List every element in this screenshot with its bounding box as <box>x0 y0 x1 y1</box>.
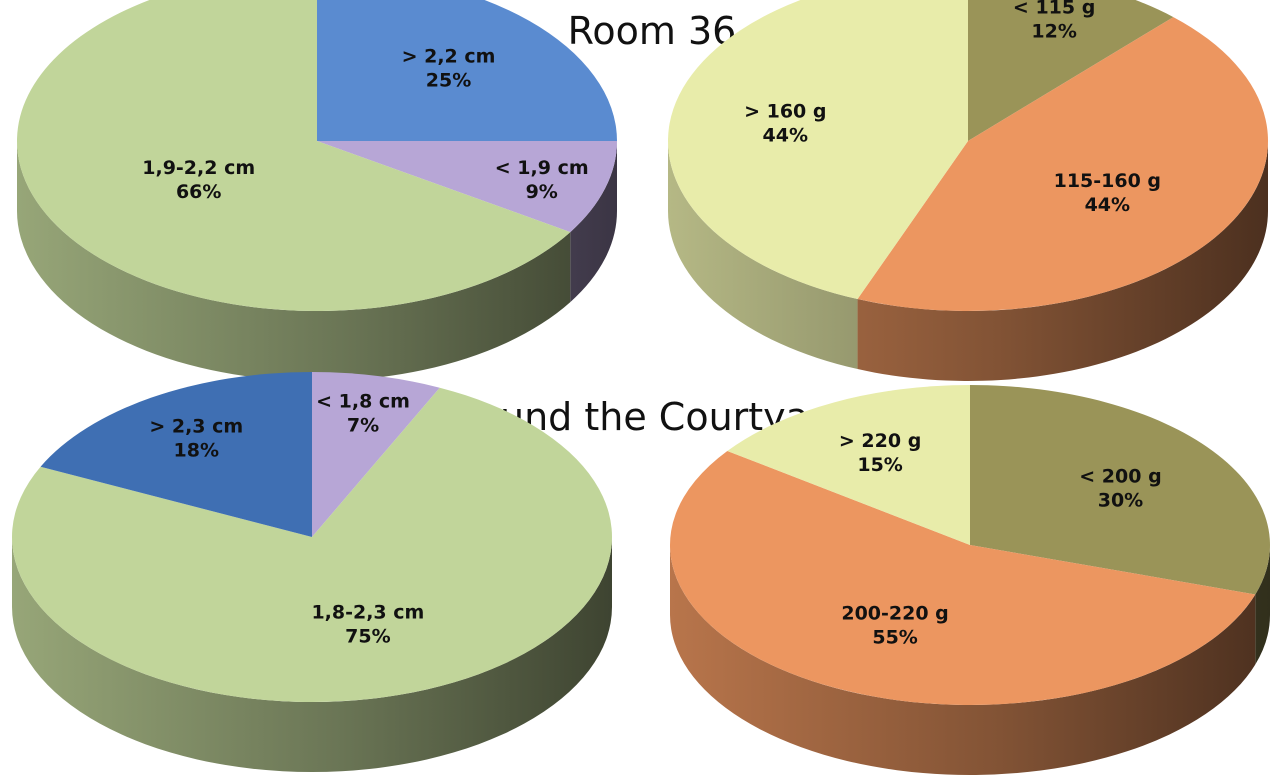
slice-label-2-2: > 2,3 cm <box>149 416 243 438</box>
pie-side-0-1 <box>570 141 617 303</box>
pie-slice-0-2 <box>17 0 571 311</box>
pie-slice-3-0 <box>970 385 1270 595</box>
pie-slice-3-2 <box>727 385 970 545</box>
title-room-36: Room 36 <box>568 9 737 53</box>
pie-slice-3-1 <box>669 450 1256 706</box>
pie-side-1-2 <box>668 141 858 370</box>
slice-label-3-0: < 200 g <box>1079 466 1161 488</box>
slice-value-label-3-1: 55% <box>872 626 917 648</box>
pie-slice-2-1 <box>12 387 612 702</box>
slice-label-3-1: 200-220 g <box>841 602 948 624</box>
slice-label-0-2: 1,9-2,2 cm <box>142 157 255 179</box>
slice-value-label-2-0: 7% <box>347 414 379 436</box>
slice-value-label-3-0: 30% <box>1098 490 1143 512</box>
pie-slice-1-1 <box>857 17 1269 312</box>
pie-slice-2-0 <box>312 372 440 537</box>
slice-label-0-0: > 2,2 cm <box>402 45 496 67</box>
pie-slice-1-0 <box>968 0 1174 141</box>
slice-value-label-2-2: 18% <box>174 440 219 462</box>
pie-side-3-1 <box>670 545 1256 775</box>
pie-slice-0-1 <box>317 141 617 233</box>
slice-value-label-0-1: 9% <box>526 181 558 203</box>
pie-chart-room36-weight: < 115 g12%115-160 g44%> 160 g44% <box>668 0 1269 381</box>
slice-value-label-1-2: 44% <box>763 124 808 146</box>
pie-slice-1-2 <box>668 0 968 300</box>
pie-side-0-2 <box>16 141 571 382</box>
slice-value-label-0-2: 66% <box>176 181 221 203</box>
pie-side-3-0 <box>1255 545 1270 665</box>
slice-value-label-1-0: 12% <box>1031 21 1076 43</box>
pie-side-1-1 <box>857 141 1268 381</box>
slice-value-label-3-2: 15% <box>857 454 902 476</box>
slice-value-label-0-0: 25% <box>426 69 471 91</box>
slice-label-3-2: > 220 g <box>839 430 921 452</box>
slice-label-2-1: 1,8-2,3 cm <box>311 601 424 623</box>
slice-label-2-0: < 1,8 cm <box>316 390 410 412</box>
slice-label-1-0: < 115 g <box>1013 0 1095 19</box>
slice-label-1-1: 115-160 g <box>1054 170 1161 192</box>
pie-slice-0-0 <box>317 0 617 141</box>
pie-chart-courtyard-weight: < 200 g30% 200-220 g55% > 220 g15% <box>669 385 1270 775</box>
pie-side-2-1 <box>12 537 612 772</box>
pie-slice-2-2 <box>40 372 313 537</box>
slice-value-label-1-1: 44% <box>1085 194 1130 216</box>
slice-value-label-2-1: 75% <box>345 625 390 647</box>
slice-label-0-1: < 1,9 cm <box>495 157 589 179</box>
slice-label-1-2: > 160 g <box>744 100 826 122</box>
